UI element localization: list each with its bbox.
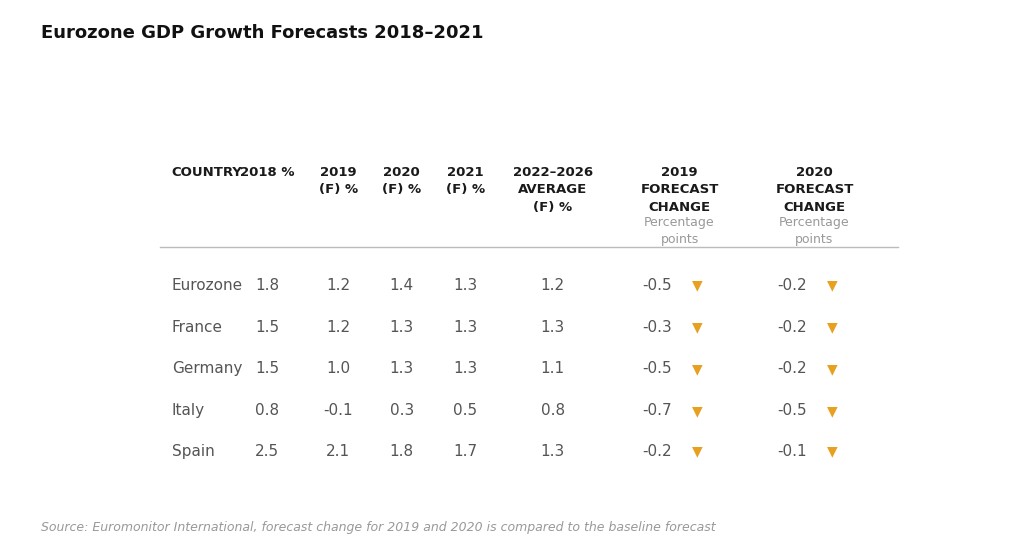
Text: -0.5: -0.5 <box>777 403 807 418</box>
Text: Eurozone: Eurozone <box>172 277 243 293</box>
Text: -0.7: -0.7 <box>642 403 672 418</box>
Text: ▼: ▼ <box>826 404 838 418</box>
Text: 1.3: 1.3 <box>541 319 564 335</box>
Text: ▼: ▼ <box>826 320 838 334</box>
Text: 1.5: 1.5 <box>255 361 279 376</box>
Text: Percentage
points: Percentage points <box>779 216 850 246</box>
Text: -0.5: -0.5 <box>642 277 672 293</box>
Text: 1.7: 1.7 <box>454 444 477 459</box>
Text: ▼: ▼ <box>691 320 702 334</box>
Text: -0.5: -0.5 <box>642 361 672 376</box>
Text: 1.1: 1.1 <box>541 361 564 376</box>
Text: 2020
(F) %: 2020 (F) % <box>382 166 421 196</box>
Text: ▼: ▼ <box>691 278 702 292</box>
Text: Percentage
points: Percentage points <box>644 216 715 246</box>
Text: 2.1: 2.1 <box>327 444 350 459</box>
Text: Source: Euromonitor International, forecast change for 2019 and 2020 is compared: Source: Euromonitor International, forec… <box>41 521 716 534</box>
Text: 1.3: 1.3 <box>390 319 414 335</box>
Text: 2018 %: 2018 % <box>240 166 294 179</box>
Text: -0.2: -0.2 <box>777 361 807 376</box>
Text: 1.3: 1.3 <box>454 277 477 293</box>
Text: 1.3: 1.3 <box>390 361 414 376</box>
Text: 1.3: 1.3 <box>454 361 477 376</box>
Text: 0.3: 0.3 <box>390 403 414 418</box>
Text: 1.2: 1.2 <box>327 277 350 293</box>
Text: 2019
(F) %: 2019 (F) % <box>318 166 357 196</box>
Text: 2022–2026
AVERAGE
(F) %: 2022–2026 AVERAGE (F) % <box>513 166 593 214</box>
Text: ▼: ▼ <box>826 444 838 459</box>
Text: ▼: ▼ <box>826 362 838 376</box>
Text: ▼: ▼ <box>826 278 838 292</box>
Text: 1.0: 1.0 <box>327 361 350 376</box>
Text: Spain: Spain <box>172 444 214 459</box>
Text: 2020
FORECAST
CHANGE: 2020 FORECAST CHANGE <box>775 166 854 214</box>
Text: ▼: ▼ <box>691 404 702 418</box>
Text: -0.1: -0.1 <box>324 403 353 418</box>
Text: 1.3: 1.3 <box>541 444 564 459</box>
Text: 2.5: 2.5 <box>255 444 279 459</box>
Text: Italy: Italy <box>172 403 205 418</box>
Text: -0.2: -0.2 <box>777 277 807 293</box>
Text: 2019
FORECAST
CHANGE: 2019 FORECAST CHANGE <box>640 166 719 214</box>
Text: -0.3: -0.3 <box>642 319 672 335</box>
Text: Eurozone GDP Growth Forecasts 2018–2021: Eurozone GDP Growth Forecasts 2018–2021 <box>41 24 483 42</box>
Text: 1.8: 1.8 <box>390 444 414 459</box>
Text: 1.8: 1.8 <box>255 277 279 293</box>
Text: COUNTRY: COUNTRY <box>172 166 243 179</box>
Text: 1.5: 1.5 <box>255 319 279 335</box>
Text: -0.2: -0.2 <box>642 444 672 459</box>
Text: Germany: Germany <box>172 361 242 376</box>
Text: 1.3: 1.3 <box>454 319 477 335</box>
Text: 0.5: 0.5 <box>454 403 477 418</box>
Text: France: France <box>172 319 222 335</box>
Text: 0.8: 0.8 <box>541 403 564 418</box>
Text: ▼: ▼ <box>691 444 702 459</box>
Text: 1.4: 1.4 <box>390 277 414 293</box>
Text: -0.2: -0.2 <box>777 319 807 335</box>
Text: 0.8: 0.8 <box>255 403 279 418</box>
Text: 2021
(F) %: 2021 (F) % <box>445 166 484 196</box>
Text: 1.2: 1.2 <box>327 319 350 335</box>
Text: 1.2: 1.2 <box>541 277 564 293</box>
Text: -0.1: -0.1 <box>777 444 807 459</box>
Text: ▼: ▼ <box>691 362 702 376</box>
